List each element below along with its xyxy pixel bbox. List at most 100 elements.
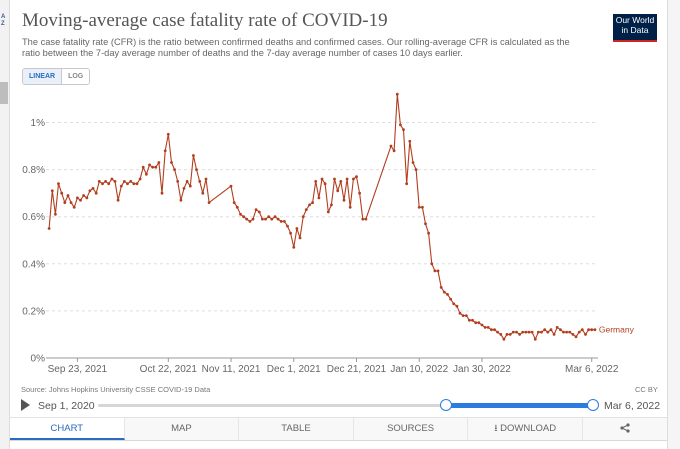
data-point [402,128,405,132]
data-point [452,302,456,306]
x-tick-label: Nov 11, 2021 [202,364,261,375]
data-point [533,337,537,341]
data-point [515,330,518,334]
data-point [295,227,299,230]
chart-title: Moving-average case fatality rate of COV… [22,10,388,31]
left-scrollbar-thumb[interactable] [0,82,8,104]
data-point [69,201,73,205]
license-link[interactable]: CC BY [635,385,658,394]
data-point [261,217,264,221]
y-tick-label: 0% [31,354,46,365]
data-point [101,182,104,186]
data-point [392,149,396,153]
data-point [496,330,499,334]
data-point [201,191,205,195]
data-point [464,314,468,317]
data-point [530,330,534,334]
data-point [399,123,402,127]
data-point [239,212,242,216]
data-point [408,139,412,143]
data-point [113,180,117,183]
timeline-end-label[interactable]: Mar 6, 2022 [604,400,661,412]
tab-map[interactable]: MAP [124,418,240,440]
data-point [511,330,515,334]
data-point [552,333,556,336]
timeline-end-handle[interactable] [587,399,599,411]
play-icon[interactable] [21,399,30,411]
x-tick-label: Jan 10, 2022 [390,364,448,375]
data-point [543,328,547,332]
data-point [286,224,289,228]
data-point [66,194,70,197]
data-point [559,328,562,332]
linear-scale-button[interactable]: LINEAR [23,69,63,84]
x-tick-label: Dec 1, 2021 [267,364,321,375]
data-point [248,220,252,223]
data-point [82,194,85,197]
source-note[interactable]: Source: Johns Hopkins University CSSE CO… [21,385,211,394]
data-point [129,180,133,183]
data-point [524,330,528,334]
share-button[interactable] [582,418,667,440]
data-point [314,180,318,183]
data-point [546,330,550,334]
tab-sources[interactable]: SOURCES [353,418,469,440]
data-point [198,180,202,183]
data-point [279,220,283,223]
timeline-track[interactable] [98,404,596,407]
data-point [483,326,487,329]
data-point [442,290,446,294]
data-point [336,189,340,193]
chart-subtitle: The case fatality rate (CFR) is the rati… [22,37,570,58]
data-point [320,177,324,181]
data-point [527,330,531,334]
data-point [50,189,54,193]
share-icon [620,423,630,434]
data-point [76,196,79,200]
timeline-selected-range[interactable] [445,403,593,408]
data-point [57,182,60,186]
download-icon: ⭳ [494,423,501,434]
tab-chart[interactable]: CHART [10,418,125,440]
data-point [270,217,274,221]
scale-toggle: LINEAR LOG [22,68,91,85]
data-point [79,198,82,202]
data-point [141,165,145,169]
data-point [493,328,496,332]
tab-table[interactable]: TABLE [239,418,354,440]
data-point [88,189,92,193]
data-point [166,132,170,136]
data-point [173,168,177,172]
data-point [477,321,481,325]
owid-logo[interactable]: Our World in Data [613,14,657,42]
data-point [170,161,173,164]
log-scale-button[interactable]: LOG [62,69,90,84]
timeline-start-handle[interactable] [440,399,452,411]
data-point [449,297,452,301]
data-point [411,161,415,164]
tab-download[interactable]: ⭳ DOWNLOAD [468,418,583,440]
data-point [298,236,302,240]
data-point [389,144,393,148]
data-point [593,328,597,332]
data-point [342,198,346,202]
data-point [289,231,292,235]
data-point [364,217,368,221]
data-point [123,180,126,183]
data-point [549,328,553,332]
data-point [355,175,358,179]
data-point [116,198,120,202]
data-point [182,187,186,190]
data-point [508,333,512,336]
data-point [154,165,158,169]
data-point [276,217,280,221]
data-point [421,205,424,209]
data-point [160,191,164,195]
data-point [148,163,151,167]
timeline-start-label[interactable]: Sep 1, 2020 [38,400,95,412]
data-point [521,330,525,334]
data-point [446,293,449,296]
